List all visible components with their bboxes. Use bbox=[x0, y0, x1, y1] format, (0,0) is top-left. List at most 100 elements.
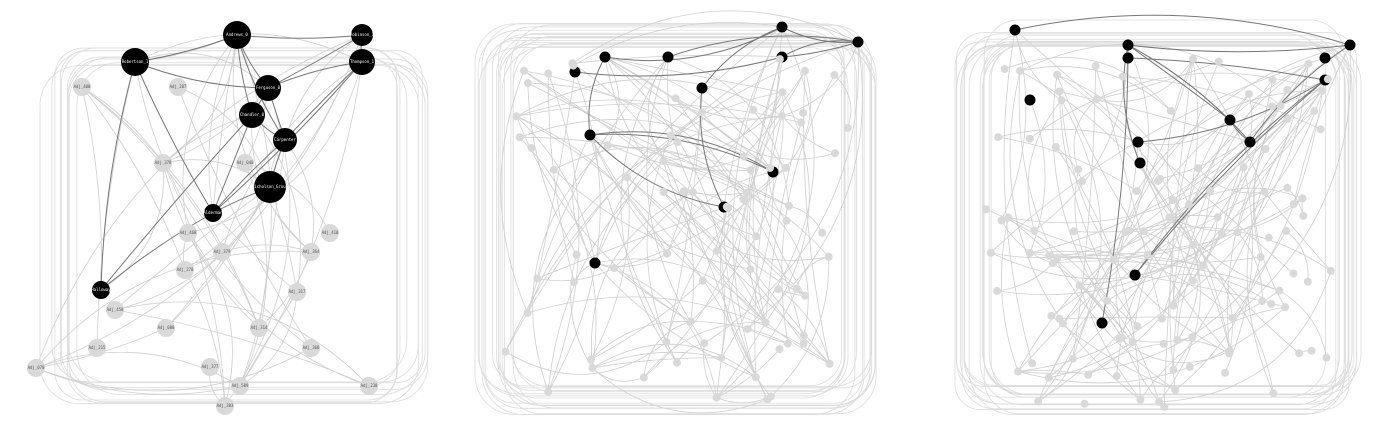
edge bbox=[516, 116, 596, 264]
node bbox=[1016, 66, 1025, 75]
edge bbox=[675, 97, 783, 120]
node bbox=[239, 102, 265, 128]
edge bbox=[1253, 89, 1288, 308]
node bbox=[302, 243, 320, 261]
edge bbox=[1119, 338, 1230, 364]
node bbox=[746, 166, 755, 175]
edge bbox=[134, 34, 238, 63]
node-label: Andrews_0 bbox=[226, 32, 248, 37]
edge bbox=[81, 86, 164, 164]
edge bbox=[663, 155, 744, 169]
edge bbox=[1018, 370, 1089, 376]
node bbox=[255, 75, 281, 101]
node bbox=[993, 286, 1002, 295]
edge bbox=[996, 234, 1223, 296]
edge bbox=[592, 357, 722, 369]
edge bbox=[716, 322, 766, 398]
edge bbox=[701, 26, 783, 89]
node bbox=[775, 55, 784, 64]
edge bbox=[573, 22, 783, 66]
node bbox=[302, 339, 320, 357]
node bbox=[1199, 261, 1208, 270]
node bbox=[527, 143, 536, 152]
node bbox=[662, 337, 671, 346]
edge bbox=[1057, 204, 1190, 259]
node bbox=[1057, 96, 1066, 105]
edge bbox=[716, 59, 781, 398]
node bbox=[1102, 296, 1111, 305]
edge bbox=[81, 86, 260, 329]
node bbox=[106, 301, 124, 319]
edge bbox=[1048, 259, 1115, 378]
node bbox=[700, 339, 709, 348]
node bbox=[792, 284, 801, 293]
edge bbox=[647, 56, 669, 162]
edge-loop bbox=[982, 44, 1353, 395]
edge bbox=[1008, 217, 1133, 343]
node bbox=[1166, 106, 1175, 115]
edge bbox=[594, 262, 718, 398]
edge bbox=[750, 56, 783, 171]
edge bbox=[1127, 44, 1150, 231]
node bbox=[776, 21, 788, 33]
edge bbox=[785, 70, 811, 169]
node bbox=[588, 363, 597, 372]
node bbox=[712, 246, 721, 255]
edge bbox=[1197, 167, 1265, 194]
node bbox=[231, 377, 249, 395]
edge bbox=[212, 212, 298, 293]
edge bbox=[1014, 14, 1351, 46]
node bbox=[1282, 226, 1291, 235]
edge bbox=[516, 115, 757, 378]
edge bbox=[1017, 306, 1286, 384]
edge bbox=[1062, 58, 1194, 324]
node bbox=[1074, 165, 1083, 174]
edge bbox=[114, 301, 370, 387]
edge bbox=[114, 309, 370, 387]
edge bbox=[604, 56, 774, 173]
edge bbox=[690, 92, 784, 322]
node-label: Adj_303 bbox=[217, 403, 234, 408]
node bbox=[782, 216, 791, 225]
node-label: Adj_364 bbox=[303, 249, 320, 254]
edge bbox=[594, 262, 757, 378]
edge bbox=[1227, 148, 1266, 351]
node bbox=[1258, 297, 1267, 306]
node bbox=[743, 324, 752, 333]
edge bbox=[1159, 270, 1332, 403]
node bbox=[663, 249, 672, 258]
node bbox=[586, 355, 595, 364]
node-label: Adj_378 bbox=[155, 160, 172, 165]
edge bbox=[96, 61, 136, 349]
node bbox=[1283, 183, 1292, 192]
node bbox=[1185, 362, 1194, 371]
edge bbox=[998, 128, 1139, 143]
node bbox=[739, 195, 748, 204]
node bbox=[746, 265, 755, 274]
node bbox=[1318, 86, 1327, 95]
node bbox=[1132, 186, 1141, 195]
node bbox=[1344, 39, 1356, 51]
edge-loop bbox=[496, 32, 846, 399]
edge bbox=[723, 206, 768, 400]
node bbox=[824, 252, 833, 261]
node bbox=[213, 243, 231, 261]
edge bbox=[1019, 66, 1172, 112]
edge bbox=[267, 34, 363, 89]
edge bbox=[1163, 58, 1194, 407]
node bbox=[1078, 177, 1087, 186]
edge bbox=[1059, 316, 1233, 320]
node bbox=[766, 163, 775, 172]
node bbox=[589, 257, 601, 269]
node bbox=[1264, 233, 1273, 242]
node-label: Nicholson_Group bbox=[252, 184, 289, 189]
edge bbox=[1113, 214, 1218, 261]
node-label: Adj_238 bbox=[361, 383, 378, 388]
edge bbox=[765, 91, 810, 323]
edge bbox=[1134, 79, 1326, 276]
node bbox=[216, 397, 234, 415]
edge bbox=[703, 343, 717, 398]
node bbox=[1034, 397, 1043, 406]
node bbox=[236, 154, 254, 172]
